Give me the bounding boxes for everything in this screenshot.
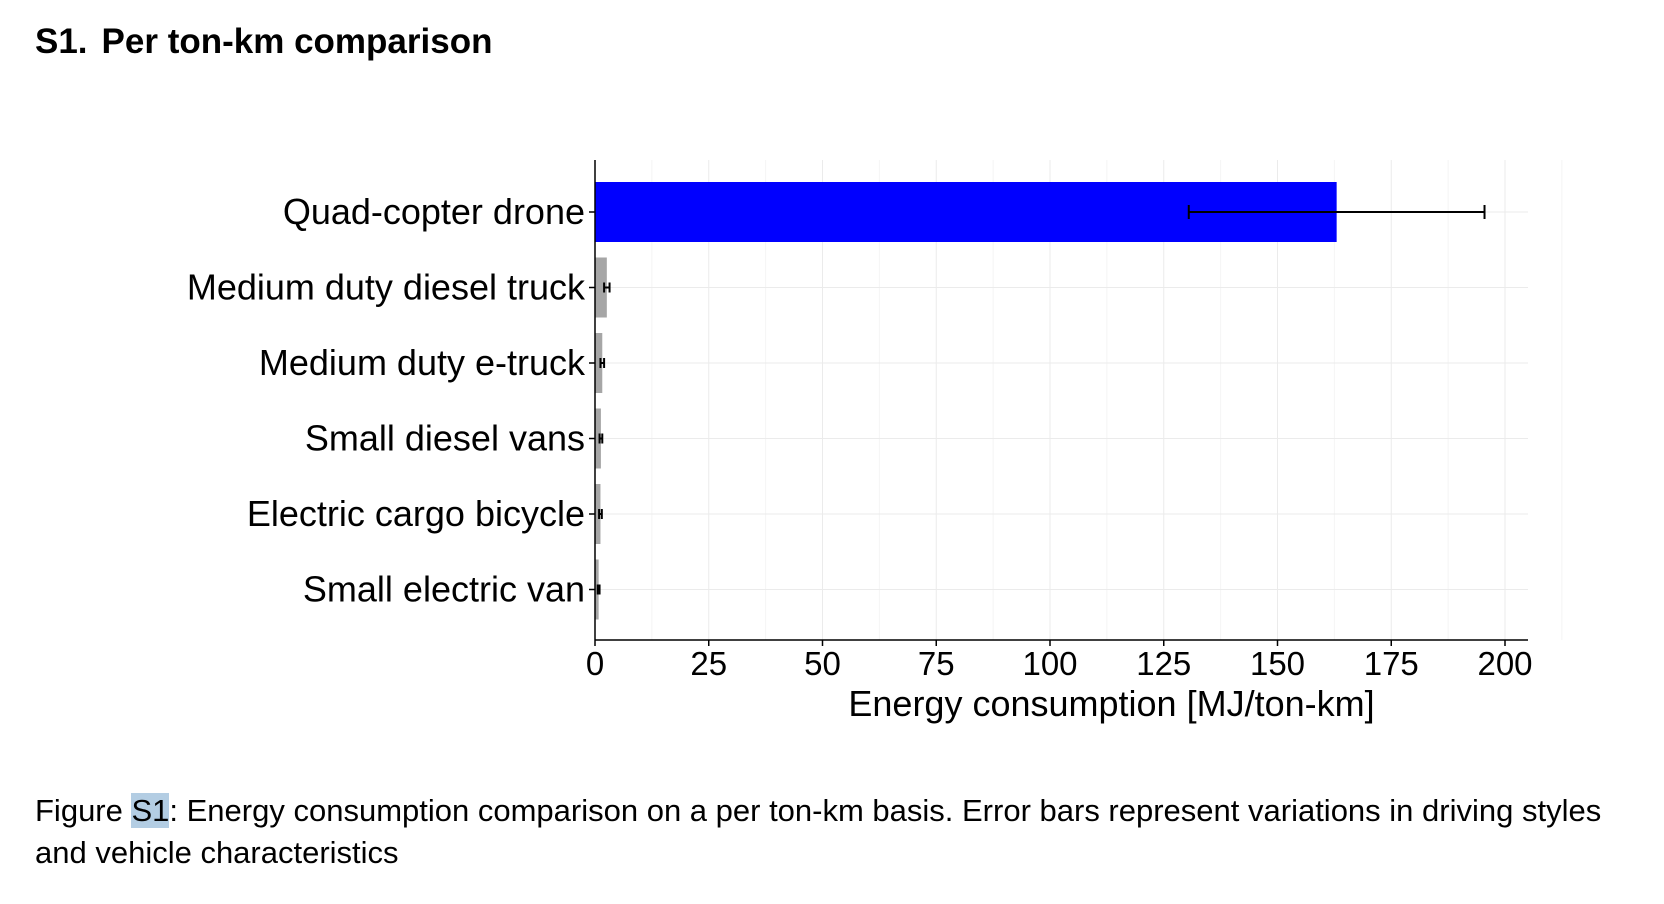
bar <box>595 408 601 469</box>
caption-prefix: Figure <box>35 793 132 828</box>
y-tick-label: Medium duty e-truck <box>259 342 586 383</box>
bar <box>595 484 601 544</box>
bars <box>595 182 1337 620</box>
x-tick-label: 50 <box>804 645 841 682</box>
y-tick-label: Small diesel vans <box>305 418 585 459</box>
x-tick-label: 125 <box>1136 645 1191 682</box>
x-tick-label: 150 <box>1250 645 1305 682</box>
energy-bar-chart: Quad-copter drone Medium duty diesel truc… <box>187 160 1563 724</box>
x-tick-label: 25 <box>690 645 727 682</box>
y-tick-label: Electric cargo bicycle <box>247 493 585 534</box>
y-tick-label: Small electric van <box>303 569 585 610</box>
figure-caption: Figure S1: Energy consumption comparison… <box>35 790 1635 874</box>
error-bars <box>596 205 1486 595</box>
section-heading-text: Per ton-km comparison <box>101 22 493 61</box>
x-tick-label: 175 <box>1364 645 1419 682</box>
bar <box>595 333 603 393</box>
x-tick-label: 100 <box>1022 645 1077 682</box>
x-tick-labels: 0 25 50 75 100 125 150 175 200 <box>586 645 1533 682</box>
y-tick-label: Quad-copter drone <box>283 191 585 232</box>
x-tick-label: 200 <box>1477 645 1532 682</box>
x-axis-title: Energy consumption [MJ/ton-km] <box>848 683 1374 724</box>
section-title: S1. Per ton-km comparison <box>35 22 492 62</box>
x-tick-label: 0 <box>586 645 604 682</box>
bar <box>595 257 607 318</box>
y-tick-label: Medium duty diesel truck <box>187 267 586 308</box>
y-tick-labels: Quad-copter drone Medium duty diesel truc… <box>187 191 586 610</box>
caption-text: : Energy consumption comparison on a per… <box>35 793 1602 870</box>
caption-figure-ref: S1 <box>131 793 170 828</box>
x-tick-label: 75 <box>918 645 955 682</box>
section-number: S1. <box>35 22 88 61</box>
axes <box>589 160 1528 646</box>
